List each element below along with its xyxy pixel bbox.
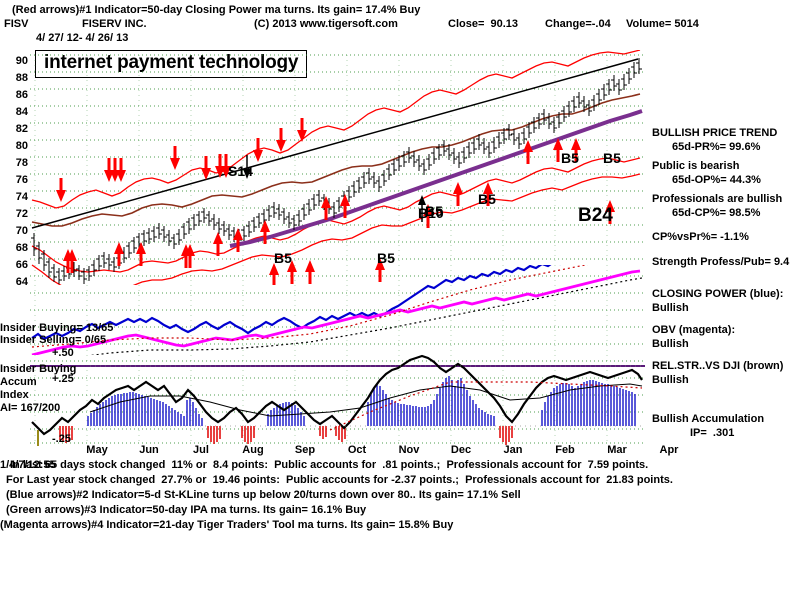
sidebar-strength: Strength Profess/Pub= 9.4	[652, 256, 790, 268]
y-tick: 68	[15, 242, 28, 254]
month-label: Dec	[450, 444, 472, 456]
closing-power-ma	[31, 265, 589, 348]
gridlines	[30, 54, 645, 444]
subpanel-ticks	[90, 365, 642, 427]
outer-lower-band-line	[31, 173, 641, 285]
tick-minus-25: -.25	[52, 433, 71, 445]
chart-title-box: internet payment technology	[35, 50, 308, 78]
month-label: Mar	[607, 444, 627, 456]
insider-buying-label: Insider Buying= 13/65	[0, 322, 114, 334]
footer-timestamp: 1/4/7/12:55	[0, 459, 56, 471]
ipa-label-line2: Accum	[0, 376, 37, 388]
header-ticker: FISV	[4, 18, 29, 30]
annotation-s14: S14	[228, 163, 253, 179]
annotation-b5-1: B5	[274, 250, 292, 266]
y-tick: 72	[15, 208, 28, 220]
price-chart-canvas	[30, 50, 645, 445]
y-tick: 76	[15, 174, 28, 186]
annotation-b10: B10	[418, 205, 444, 221]
sidebar-relstr-label: REL.STR..VS DJI (brown)	[652, 360, 784, 372]
ipa-ma-line	[89, 383, 643, 417]
header-volume: Volume= 5014	[626, 18, 699, 30]
sidebar-public-value: 65d-OP%= 44.3%	[672, 174, 761, 186]
sidebar-cp-vs-pr: CP%vsPr%= -1.1%	[652, 231, 749, 243]
month-label: Nov	[398, 444, 420, 456]
footer-line-3: (Blue arrows)#2 Indicator=5-d St-KLine t…	[6, 489, 521, 501]
y-tick: 66	[15, 259, 28, 271]
tick-plus-25: +.25	[52, 373, 74, 385]
sidebar-prof-value: 65d-CP%= 98.5%	[672, 207, 761, 219]
y-tick: 82	[15, 123, 28, 135]
header-company: FISERV INC.	[82, 18, 147, 30]
header-date-range: 4/ 27/ 12- 4/ 26/ 13	[36, 32, 129, 44]
month-label: Jul	[193, 444, 209, 456]
obv-ma	[89, 277, 643, 355]
month-label: Jan	[503, 444, 523, 456]
sidebar-relstr-value: Bullish	[652, 374, 689, 386]
ipa-arrow	[418, 195, 426, 222]
obv-line	[31, 269, 641, 355]
price-trendline	[31, 58, 639, 229]
stk-down-arrow	[243, 155, 251, 179]
sidebar-accum-value: IP= .301	[690, 427, 735, 439]
header-close: Close= 90.13	[448, 18, 519, 30]
y-tick: 70	[15, 225, 28, 237]
month-label: May	[86, 444, 108, 456]
footer-line-1: In last 65 days stock changed 11% or 8.4…	[10, 459, 649, 471]
annotation-b24: B24	[578, 205, 613, 226]
month-label: Aug	[242, 444, 264, 456]
axis-origin-tick	[37, 430, 39, 446]
sidebar-trend-value: 65d-PR%= 99.6%	[672, 141, 761, 153]
annotation-b5-2: B5	[377, 250, 395, 266]
sidebar-obv-value: Bullish	[652, 338, 689, 350]
sidebar-obv-label: OBV (magenta):	[652, 324, 736, 336]
sidebar-closing-power-label: CLOSING POWER (blue):	[652, 288, 784, 300]
annotation-b5-5: B5	[561, 150, 579, 166]
y-tick: 78	[15, 157, 28, 169]
y-tick: 80	[15, 140, 28, 152]
y-tick: 64	[15, 276, 28, 288]
y-tick: 74	[15, 191, 28, 203]
footer-line-2: For Last year stock changed 27.7% or 19.…	[6, 474, 673, 486]
y-tick: 88	[15, 72, 28, 84]
lower-band-line	[31, 157, 641, 273]
rel-strength-line	[31, 93, 641, 227]
header-indicator-line: (Red arrows)#1 Indicator=50-day Closing …	[12, 4, 421, 16]
annotation-b5-3: B5	[425, 203, 443, 219]
ma-50-line	[229, 109, 643, 248]
month-label: Feb	[555, 444, 575, 456]
sell-arrows	[56, 118, 307, 202]
sidebar-closing-power-value: Bullish	[652, 302, 689, 314]
y-tick: 84	[15, 106, 28, 118]
header-change: Change=-.04	[545, 18, 611, 30]
header-copyright: (C) 2013 www.tigersoft.com	[254, 18, 398, 30]
month-label: Jun	[139, 444, 159, 456]
sidebar-prof-headline: Professionals are bullish	[652, 193, 783, 205]
annotation-b5-6: B5	[603, 150, 621, 166]
month-label: Sep	[294, 444, 316, 456]
footer-line-4: (Green arrows)#3 Indicator=50-day IPA ma…	[6, 504, 367, 516]
annotation-b5-4: B5	[478, 191, 496, 207]
closing-power-line	[31, 265, 561, 341]
upper-band-line	[31, 50, 641, 209]
ipa-bars	[87, 376, 636, 426]
ipa-label-line3: Index	[0, 389, 29, 401]
sidebar-accum-label: Bullish Accumulation	[652, 413, 765, 425]
ipa-dotted-ref	[329, 381, 643, 431]
ipa-negative-bars	[59, 426, 513, 445]
insider-selling-label: Insider Selling= 0/65	[0, 334, 107, 346]
ipa-label-line4: AI= 167/200	[0, 402, 61, 414]
sidebar-trend-headline: BULLISH PRICE TREND	[652, 127, 778, 139]
footer-line-5: (Magenta arrows)#4 Indicator=21-day Tige…	[0, 519, 454, 531]
y-tick: 90	[15, 55, 28, 67]
buy-arrows	[63, 138, 615, 285]
sidebar-public-headline: Public is bearish	[652, 160, 740, 172]
month-label: Oct	[347, 444, 367, 456]
ipa-label-line1: Insider Buying	[0, 363, 77, 375]
y-tick: 86	[15, 89, 28, 101]
month-label: Apr	[659, 444, 679, 456]
tick-plus-50: +.50	[52, 347, 74, 359]
